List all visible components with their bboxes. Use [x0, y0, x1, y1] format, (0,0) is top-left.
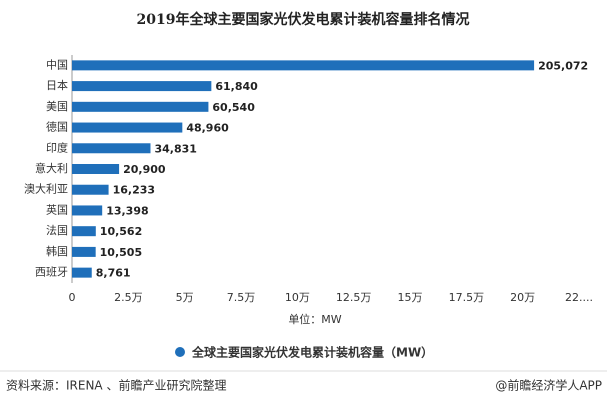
- bar: [72, 101, 209, 112]
- x-tick-label: 22....: [565, 291, 593, 304]
- value-label: 13,398: [106, 204, 148, 217]
- value-label: 10,562: [100, 225, 142, 238]
- bar: [72, 122, 183, 133]
- x-axis-label: 单位：MW: [288, 312, 341, 326]
- value-label: 205,072: [538, 59, 588, 72]
- x-tick-label: 5万: [176, 291, 194, 304]
- value-label: 61,840: [215, 80, 258, 93]
- credit: @前瞻经济学人APP: [495, 378, 602, 393]
- x-tick-label: 10万: [285, 291, 310, 304]
- y-tick-label: 美国: [46, 100, 68, 113]
- y-tick-label: 西班牙: [35, 266, 68, 279]
- value-label: 48,960: [186, 122, 229, 135]
- value-label: 8,761: [96, 267, 131, 280]
- y-tick-label: 英国: [46, 202, 68, 216]
- y-tick-label: 印度: [46, 140, 68, 154]
- y-tick-label: 法国: [46, 223, 68, 237]
- x-tick-label: 0: [69, 291, 76, 304]
- x-tick-label: 15万: [398, 291, 423, 304]
- x-tick-label: 12.5万: [336, 291, 372, 304]
- bar: [72, 184, 109, 195]
- bar: [72, 205, 103, 216]
- bar: [72, 81, 212, 92]
- y-tick-label: 中国: [46, 58, 68, 71]
- value-label: 20,900: [123, 163, 166, 176]
- x-tick-label: 2.5万: [114, 291, 143, 304]
- value-label: 60,540: [212, 101, 255, 114]
- bar: [72, 143, 151, 154]
- x-tick-label: 20万: [510, 291, 535, 304]
- bar: [72, 226, 96, 237]
- bar: [72, 164, 120, 174]
- chart-title: 2019年全球主要国家光伏发电累计装机容量排名情况: [137, 11, 470, 28]
- y-tick-label: 韩国: [46, 244, 68, 258]
- x-tick-label: 17.5万: [449, 291, 485, 304]
- value-label: 10,505: [100, 246, 142, 259]
- y-tick-label: 澳大利亚: [24, 182, 68, 196]
- value-label: 16,233: [113, 184, 155, 197]
- source: 资料来源：IRENA 、前瞻产业研究院整理: [6, 378, 226, 393]
- bar: [72, 267, 92, 278]
- bar: [72, 246, 96, 257]
- x-tick-label: 7.5万: [227, 291, 256, 304]
- value-label: 34,831: [154, 142, 196, 155]
- y-tick-label: 日本: [46, 78, 68, 92]
- legend-marker: [175, 347, 185, 357]
- bar: [72, 60, 535, 71]
- legend-label: 全球主要国家光伏发电累计装机容量（MW）: [191, 345, 433, 360]
- y-tick-label: 意大利: [35, 161, 68, 175]
- y-tick-label: 德国: [46, 120, 68, 134]
